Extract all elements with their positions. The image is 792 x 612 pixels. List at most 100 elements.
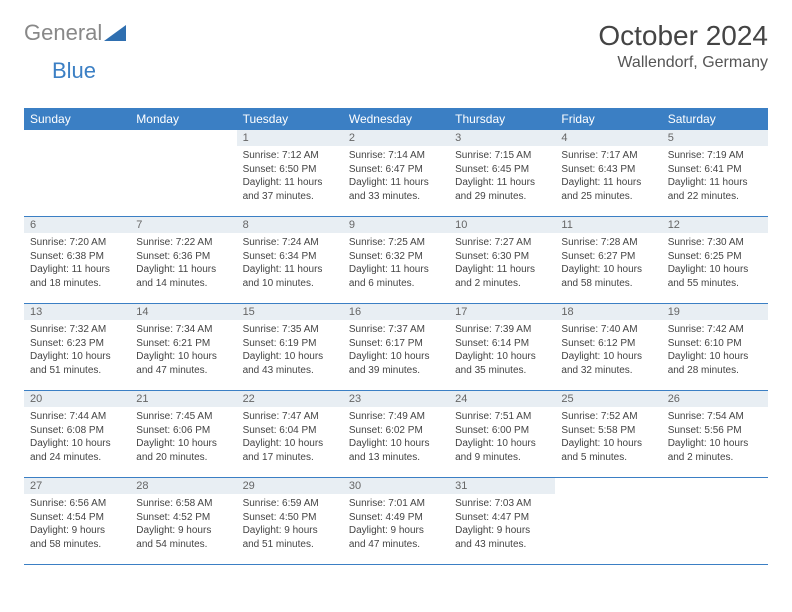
weekday-header: Friday xyxy=(555,108,661,130)
day-number: 22 xyxy=(237,391,343,407)
day-details: Sunrise: 7:44 AMSunset: 6:08 PMDaylight:… xyxy=(24,407,130,468)
day-details: Sunrise: 7:15 AMSunset: 6:45 PMDaylight:… xyxy=(449,146,555,207)
empty-cell xyxy=(130,130,236,217)
day-number: 15 xyxy=(237,304,343,320)
day-cell: 21Sunrise: 7:45 AMSunset: 6:06 PMDayligh… xyxy=(130,391,236,478)
day-cell: 11Sunrise: 7:28 AMSunset: 6:27 PMDayligh… xyxy=(555,217,661,304)
weekday-header: Sunday xyxy=(24,108,130,130)
day-details: Sunrise: 7:14 AMSunset: 6:47 PMDaylight:… xyxy=(343,146,449,207)
logo-triangle-icon xyxy=(104,25,126,41)
day-details: Sunrise: 7:32 AMSunset: 6:23 PMDaylight:… xyxy=(24,320,130,381)
day-details: Sunrise: 7:25 AMSunset: 6:32 PMDaylight:… xyxy=(343,233,449,294)
day-number: 14 xyxy=(130,304,236,320)
day-number: 21 xyxy=(130,391,236,407)
day-number: 23 xyxy=(343,391,449,407)
day-number: 8 xyxy=(237,217,343,233)
day-details: Sunrise: 7:03 AMSunset: 4:47 PMDaylight:… xyxy=(449,494,555,555)
day-cell: 14Sunrise: 7:34 AMSunset: 6:21 PMDayligh… xyxy=(130,304,236,391)
day-cell: 25Sunrise: 7:52 AMSunset: 5:58 PMDayligh… xyxy=(555,391,661,478)
calendar-row: 20Sunrise: 7:44 AMSunset: 6:08 PMDayligh… xyxy=(24,391,768,478)
day-number: 29 xyxy=(237,478,343,494)
day-details: Sunrise: 7:52 AMSunset: 5:58 PMDaylight:… xyxy=(555,407,661,468)
day-number: 7 xyxy=(130,217,236,233)
empty-cell xyxy=(24,130,130,217)
day-details: Sunrise: 7:17 AMSunset: 6:43 PMDaylight:… xyxy=(555,146,661,207)
day-number: 1 xyxy=(237,130,343,146)
calendar-row: 27Sunrise: 6:56 AMSunset: 4:54 PMDayligh… xyxy=(24,478,768,565)
empty-cell xyxy=(555,478,661,565)
day-details: Sunrise: 7:40 AMSunset: 6:12 PMDaylight:… xyxy=(555,320,661,381)
day-cell: 27Sunrise: 6:56 AMSunset: 4:54 PMDayligh… xyxy=(24,478,130,565)
weekday-header: Tuesday xyxy=(237,108,343,130)
day-number: 25 xyxy=(555,391,661,407)
logo-text-2: Blue xyxy=(52,58,96,83)
day-details: Sunrise: 7:51 AMSunset: 6:00 PMDaylight:… xyxy=(449,407,555,468)
day-number: 6 xyxy=(24,217,130,233)
day-cell: 17Sunrise: 7:39 AMSunset: 6:14 PMDayligh… xyxy=(449,304,555,391)
day-number: 4 xyxy=(555,130,661,146)
day-details: Sunrise: 7:28 AMSunset: 6:27 PMDaylight:… xyxy=(555,233,661,294)
calendar-row: 13Sunrise: 7:32 AMSunset: 6:23 PMDayligh… xyxy=(24,304,768,391)
day-cell: 13Sunrise: 7:32 AMSunset: 6:23 PMDayligh… xyxy=(24,304,130,391)
day-number: 24 xyxy=(449,391,555,407)
day-details: Sunrise: 7:49 AMSunset: 6:02 PMDaylight:… xyxy=(343,407,449,468)
weekday-header-row: Sunday Monday Tuesday Wednesday Thursday… xyxy=(24,108,768,130)
day-cell: 30Sunrise: 7:01 AMSunset: 4:49 PMDayligh… xyxy=(343,478,449,565)
calendar-row: 1Sunrise: 7:12 AMSunset: 6:50 PMDaylight… xyxy=(24,130,768,217)
day-details: Sunrise: 7:54 AMSunset: 5:56 PMDaylight:… xyxy=(662,407,768,468)
day-details: Sunrise: 7:22 AMSunset: 6:36 PMDaylight:… xyxy=(130,233,236,294)
weekday-header: Saturday xyxy=(662,108,768,130)
day-details: Sunrise: 7:39 AMSunset: 6:14 PMDaylight:… xyxy=(449,320,555,381)
day-number: 5 xyxy=(662,130,768,146)
day-details: Sunrise: 7:42 AMSunset: 6:10 PMDaylight:… xyxy=(662,320,768,381)
weekday-header: Thursday xyxy=(449,108,555,130)
day-cell: 31Sunrise: 7:03 AMSunset: 4:47 PMDayligh… xyxy=(449,478,555,565)
weekday-header: Wednesday xyxy=(343,108,449,130)
day-cell: 1Sunrise: 7:12 AMSunset: 6:50 PMDaylight… xyxy=(237,130,343,217)
day-number: 12 xyxy=(662,217,768,233)
day-number: 11 xyxy=(555,217,661,233)
day-cell: 15Sunrise: 7:35 AMSunset: 6:19 PMDayligh… xyxy=(237,304,343,391)
day-number: 2 xyxy=(343,130,449,146)
day-cell: 19Sunrise: 7:42 AMSunset: 6:10 PMDayligh… xyxy=(662,304,768,391)
day-number: 31 xyxy=(449,478,555,494)
day-details: Sunrise: 7:45 AMSunset: 6:06 PMDaylight:… xyxy=(130,407,236,468)
calendar-table: Sunday Monday Tuesday Wednesday Thursday… xyxy=(24,108,768,565)
day-details: Sunrise: 7:34 AMSunset: 6:21 PMDaylight:… xyxy=(130,320,236,381)
day-cell: 7Sunrise: 7:22 AMSunset: 6:36 PMDaylight… xyxy=(130,217,236,304)
day-details: Sunrise: 7:01 AMSunset: 4:49 PMDaylight:… xyxy=(343,494,449,555)
day-details: Sunrise: 6:59 AMSunset: 4:50 PMDaylight:… xyxy=(237,494,343,555)
day-cell: 2Sunrise: 7:14 AMSunset: 6:47 PMDaylight… xyxy=(343,130,449,217)
day-details: Sunrise: 7:37 AMSunset: 6:17 PMDaylight:… xyxy=(343,320,449,381)
day-cell: 18Sunrise: 7:40 AMSunset: 6:12 PMDayligh… xyxy=(555,304,661,391)
day-details: Sunrise: 7:12 AMSunset: 6:50 PMDaylight:… xyxy=(237,146,343,207)
day-number: 26 xyxy=(662,391,768,407)
day-cell: 3Sunrise: 7:15 AMSunset: 6:45 PMDaylight… xyxy=(449,130,555,217)
day-cell: 24Sunrise: 7:51 AMSunset: 6:00 PMDayligh… xyxy=(449,391,555,478)
day-number: 18 xyxy=(555,304,661,320)
day-number: 9 xyxy=(343,217,449,233)
day-cell: 9Sunrise: 7:25 AMSunset: 6:32 PMDaylight… xyxy=(343,217,449,304)
empty-cell xyxy=(662,478,768,565)
calendar-row: 6Sunrise: 7:20 AMSunset: 6:38 PMDaylight… xyxy=(24,217,768,304)
logo-text-1: General xyxy=(24,20,102,46)
day-cell: 29Sunrise: 6:59 AMSunset: 4:50 PMDayligh… xyxy=(237,478,343,565)
day-number: 17 xyxy=(449,304,555,320)
day-details: Sunrise: 7:20 AMSunset: 6:38 PMDaylight:… xyxy=(24,233,130,294)
day-details: Sunrise: 6:58 AMSunset: 4:52 PMDaylight:… xyxy=(130,494,236,555)
day-details: Sunrise: 7:27 AMSunset: 6:30 PMDaylight:… xyxy=(449,233,555,294)
day-details: Sunrise: 7:35 AMSunset: 6:19 PMDaylight:… xyxy=(237,320,343,381)
day-number: 10 xyxy=(449,217,555,233)
day-cell: 28Sunrise: 6:58 AMSunset: 4:52 PMDayligh… xyxy=(130,478,236,565)
day-cell: 5Sunrise: 7:19 AMSunset: 6:41 PMDaylight… xyxy=(662,130,768,217)
day-cell: 26Sunrise: 7:54 AMSunset: 5:56 PMDayligh… xyxy=(662,391,768,478)
day-number: 3 xyxy=(449,130,555,146)
day-cell: 22Sunrise: 7:47 AMSunset: 6:04 PMDayligh… xyxy=(237,391,343,478)
day-cell: 4Sunrise: 7:17 AMSunset: 6:43 PMDaylight… xyxy=(555,130,661,217)
day-number: 27 xyxy=(24,478,130,494)
day-details: Sunrise: 7:19 AMSunset: 6:41 PMDaylight:… xyxy=(662,146,768,207)
day-number: 19 xyxy=(662,304,768,320)
day-details: Sunrise: 7:30 AMSunset: 6:25 PMDaylight:… xyxy=(662,233,768,294)
day-details: Sunrise: 6:56 AMSunset: 4:54 PMDaylight:… xyxy=(24,494,130,555)
day-cell: 20Sunrise: 7:44 AMSunset: 6:08 PMDayligh… xyxy=(24,391,130,478)
